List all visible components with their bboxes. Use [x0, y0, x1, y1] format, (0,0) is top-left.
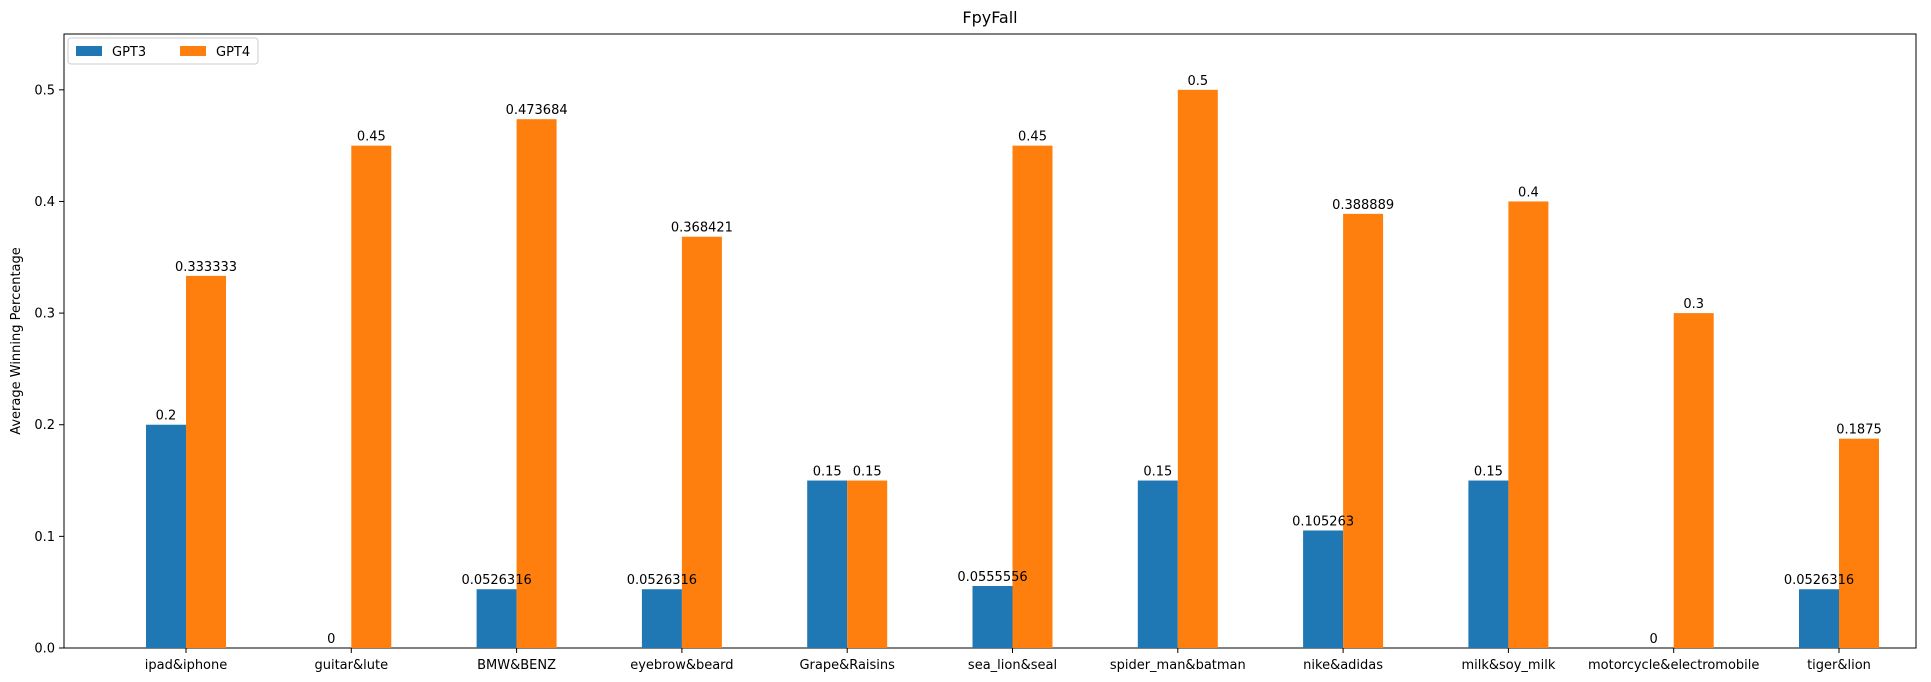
bar-value-label: 0.4 [1518, 185, 1539, 200]
bar-gpt4 [1508, 201, 1549, 649]
bar-value-label: 0 [1650, 632, 1658, 647]
bar-labels-group: 0.2 0.333333 0 0.45 0.0526316 0.473684 0.05263… [156, 74, 1882, 647]
x-tick-label: BMW&BENZ [477, 658, 556, 673]
bar-value-label: 0.15 [1143, 465, 1172, 480]
legend-swatch [180, 46, 206, 56]
bar-gpt4 [681, 236, 722, 648]
bar-value-label: 0.388889 [1332, 198, 1394, 213]
bar-gpt3 [146, 424, 186, 648]
bar-value-label: 0.105263 [1292, 514, 1354, 529]
x-tick-label: tiger&lion [1807, 658, 1871, 673]
x-tick-label: eyebrow&beard [630, 658, 733, 673]
legend: GPT3 GPT4 [67, 37, 259, 65]
x-tick-label: sea_lion&seal [968, 658, 1057, 673]
y-tick-label: 0.5 [34, 83, 55, 98]
x-tick-label: Grape&Raisins [799, 658, 895, 673]
bar-gpt3 [476, 589, 517, 648]
x-tick-label: motorcycle&electromobile [1588, 658, 1759, 673]
bar-value-label: 0 [327, 632, 335, 647]
x-axis: ipad&iphone guitar&lute BMW&BENZ eyebrow&be… [145, 648, 1871, 673]
bar-gpt4 [1673, 313, 1714, 648]
bar-value-label: 0.333333 [175, 260, 237, 275]
legend-label: GPT4 [216, 45, 250, 60]
bar-value-label: 0.45 [357, 130, 386, 145]
y-axis-label: Average Winning Percentage [9, 247, 24, 435]
bars-group [146, 89, 1879, 649]
bar-gpt4 [1839, 438, 1879, 648]
y-axis: 0.0 0.1 0.2 0.3 0.4 0.5 [34, 83, 64, 657]
x-tick-label: guitar&lute [314, 658, 388, 673]
bar-gpt3 [1137, 480, 1178, 648]
plot-area [63, 33, 1917, 649]
bar-value-label: 0.473684 [506, 103, 568, 118]
bar-gpt4 [351, 145, 392, 649]
bar-value-label: 0.5 [1187, 74, 1208, 89]
x-tick-label: spider_man&batman [1110, 658, 1246, 673]
bar-value-label: 0.3 [1683, 297, 1704, 312]
x-tick-label: ipad&iphone [145, 658, 228, 673]
bar-value-label: 0.15 [1474, 465, 1503, 480]
bar-gpt4 [1012, 145, 1053, 649]
bar-gpt4 [186, 275, 226, 648]
chart-title: FpyFall [962, 8, 1017, 27]
bar-value-label: 0.1875 [1836, 423, 1882, 438]
x-tick-label: nike&adidas [1303, 658, 1383, 673]
bar-value-label: 0.15 [853, 465, 882, 480]
plot-frame [63, 33, 1917, 649]
bar-gpt4 [1177, 89, 1218, 649]
bar-value-label: 0.0526316 [461, 573, 531, 588]
bar-value-label: 0.15 [813, 465, 842, 480]
bar-gpt3 [1468, 480, 1509, 648]
bar-value-label: 0.2 [156, 409, 177, 424]
bar-gpt3 [641, 589, 682, 648]
bar-gpt3 [1799, 589, 1839, 648]
bar-gpt3 [807, 480, 848, 648]
bar-gpt4 [847, 480, 888, 648]
y-tick-label: 0.2 [34, 418, 55, 433]
legend-label: GPT3 [112, 45, 146, 60]
y-tick-label: 0.3 [34, 307, 55, 322]
bar-value-label: 0.0526316 [627, 573, 697, 588]
bar-value-label: 0.0526316 [1784, 573, 1854, 588]
bar-gpt3 [972, 585, 1013, 648]
legend-swatch [76, 46, 102, 56]
y-tick-label: 0.0 [34, 642, 55, 657]
y-tick-label: 0.1 [34, 530, 55, 545]
bar-value-label: 0.368421 [671, 221, 733, 236]
bar-gpt3 [1303, 530, 1344, 648]
x-tick-label: milk&soy_milk [1461, 658, 1555, 673]
bar-gpt4 [1343, 213, 1384, 648]
bar-value-label: 0.45 [1018, 130, 1047, 145]
bar-value-label: 0.0555556 [957, 570, 1027, 585]
legend-box [67, 37, 259, 65]
bar-gpt4 [516, 119, 557, 648]
y-tick-label: 0.4 [34, 195, 55, 210]
